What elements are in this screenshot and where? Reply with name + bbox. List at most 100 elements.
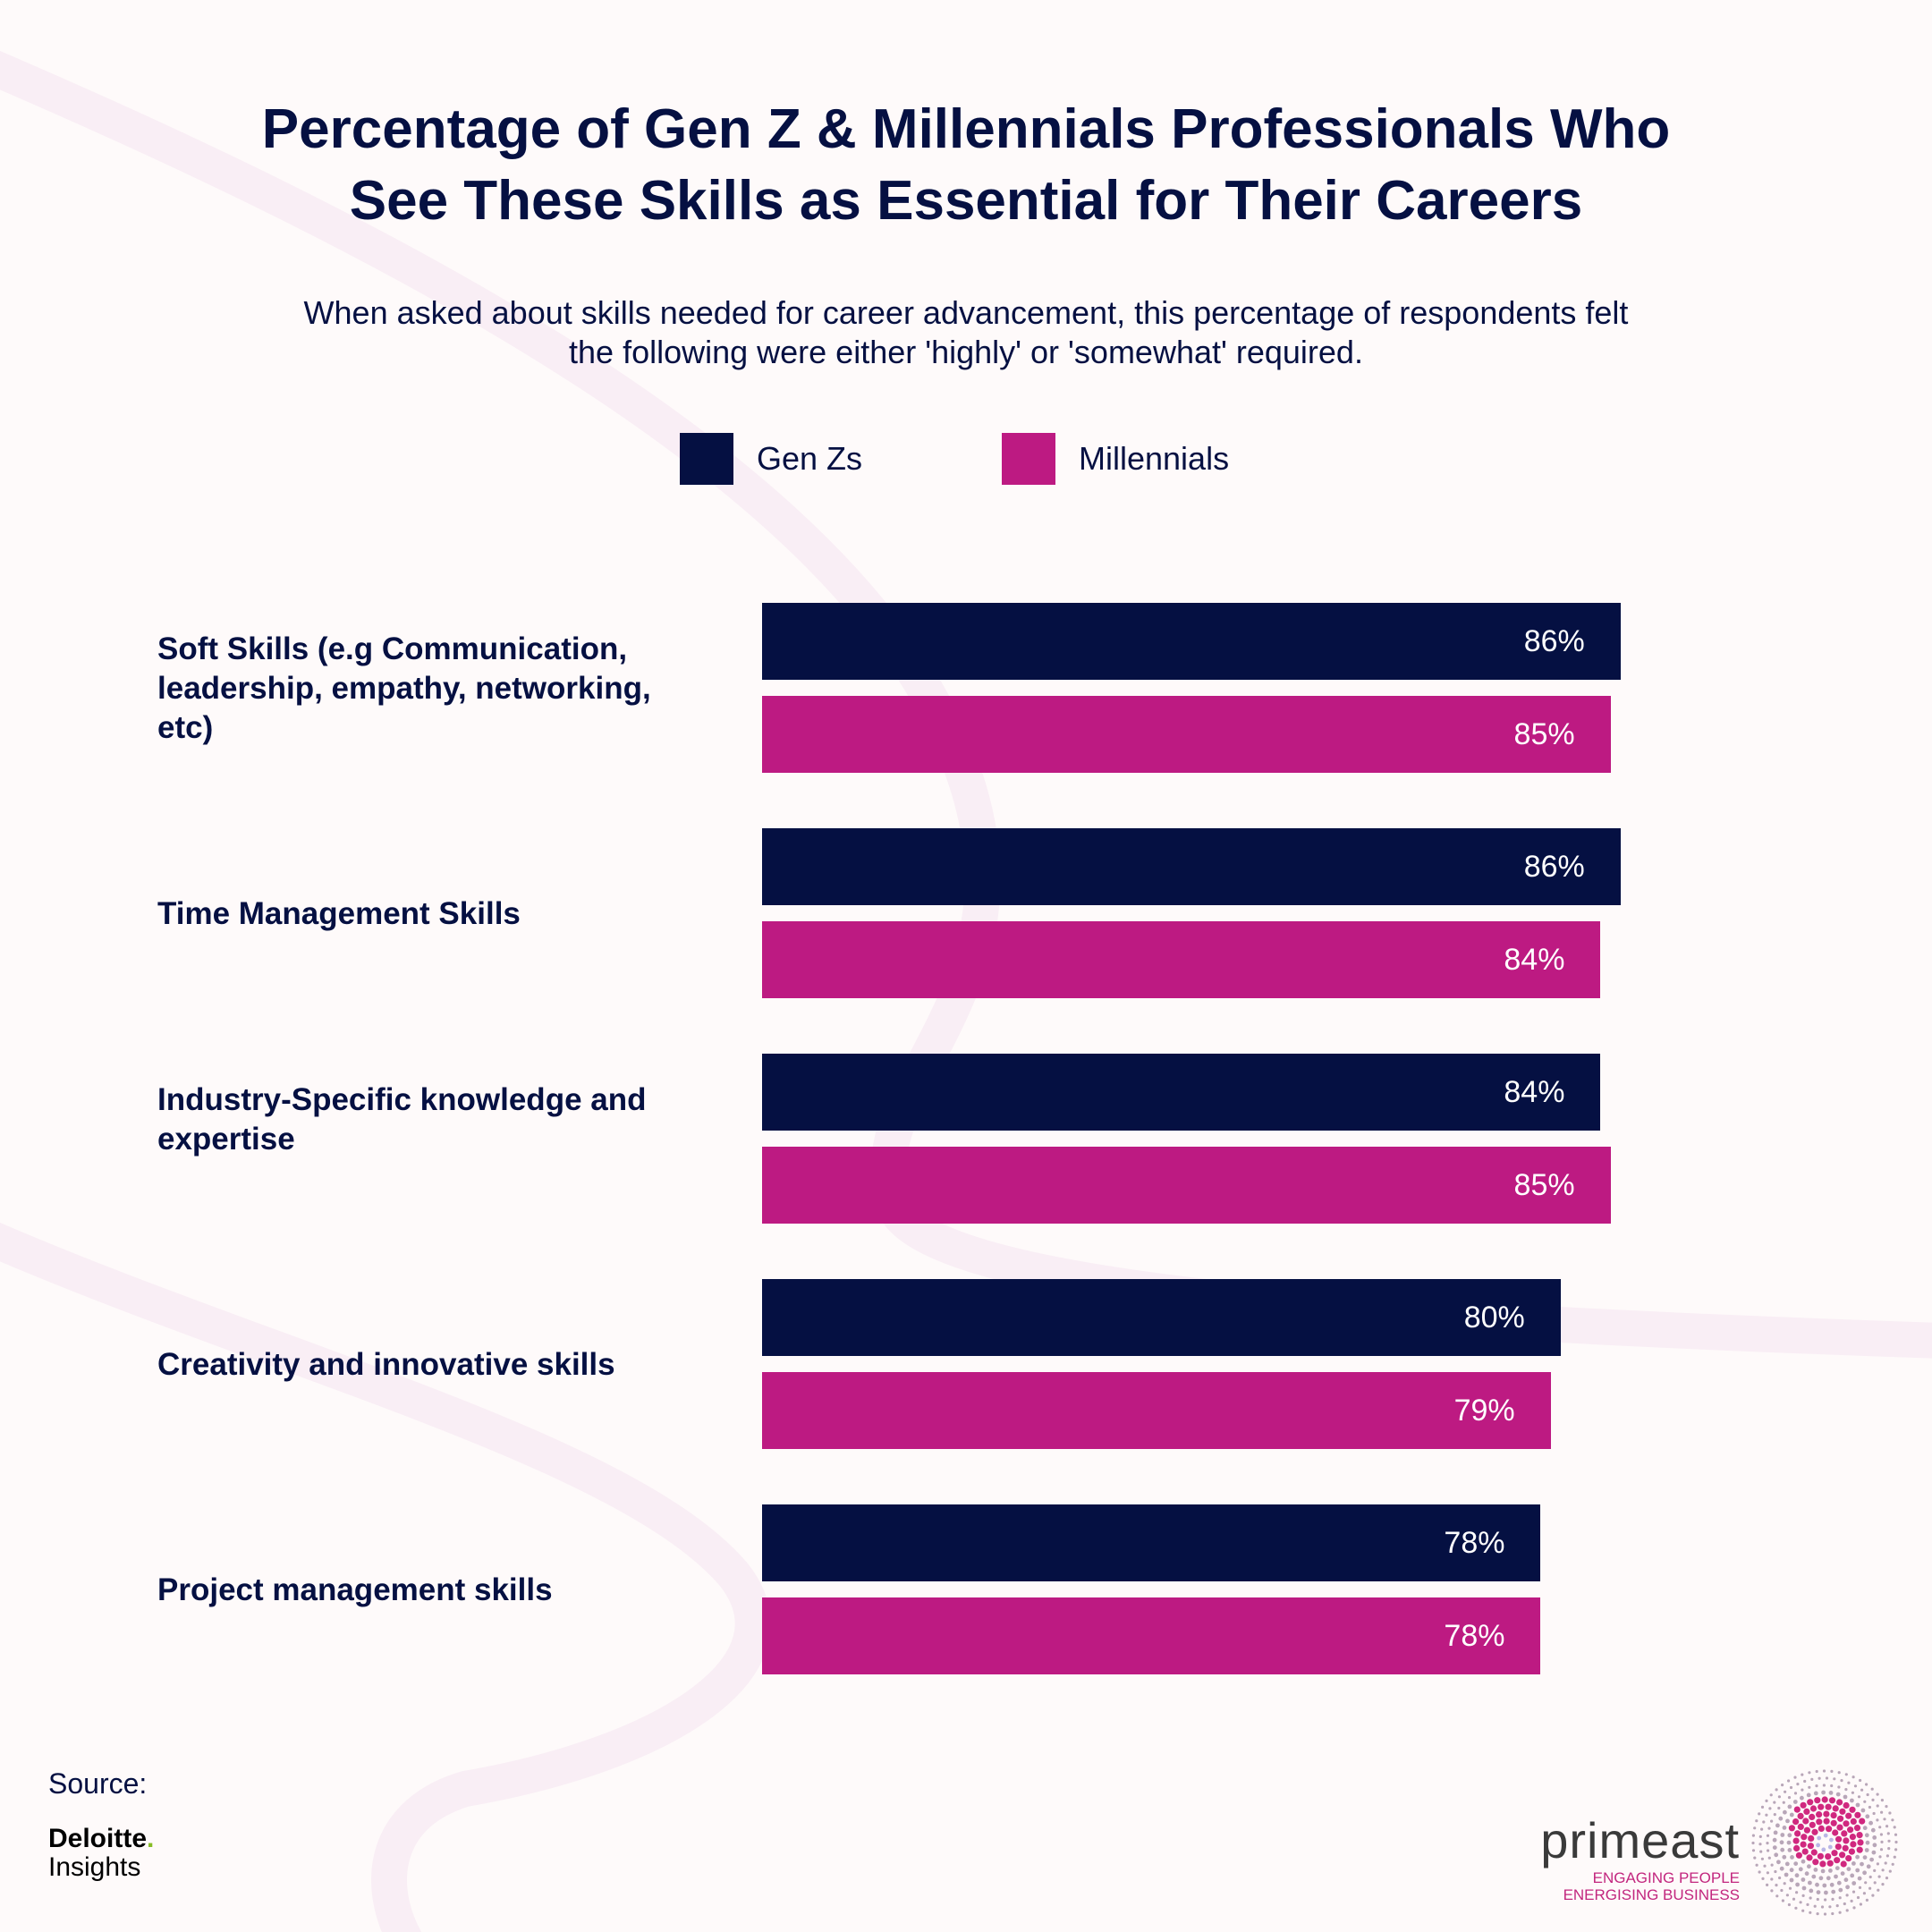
logo-dot xyxy=(1780,1833,1785,1837)
logo-dot xyxy=(1816,1811,1823,1818)
category-label: Soft Skills (e.g Communication, leadersh… xyxy=(157,631,651,745)
logo-dot xyxy=(1887,1839,1891,1843)
logo-dot xyxy=(1816,1843,1820,1848)
logo-dot xyxy=(1843,1801,1850,1809)
logo-dot xyxy=(1891,1818,1894,1822)
logo-dot xyxy=(1793,1844,1801,1852)
logo-dot xyxy=(1852,1881,1857,1885)
logo-dot xyxy=(1862,1892,1866,1895)
logo-dot xyxy=(1887,1847,1891,1851)
logo-dot xyxy=(1880,1840,1884,1843)
logo-dot xyxy=(1876,1818,1879,1822)
logo-dot xyxy=(1879,1833,1883,1836)
logo-dot xyxy=(1870,1787,1874,1791)
logo-dot xyxy=(1826,1860,1834,1867)
logo-dot xyxy=(1806,1792,1811,1798)
logo-dot xyxy=(1862,1870,1867,1876)
logo-dot xyxy=(1832,1829,1839,1836)
logo-dot xyxy=(1792,1800,1798,1804)
legend-item-millennials: Millennials xyxy=(1002,433,1229,485)
legend-label-millennials: Millennials xyxy=(1079,440,1230,477)
insights-text: Insights xyxy=(48,1852,141,1882)
bar-value-label: 80% xyxy=(1463,1301,1525,1335)
bar-millennials: 84% xyxy=(762,921,1601,998)
logo-dot xyxy=(1782,1854,1787,1860)
logo-dot xyxy=(1842,1844,1849,1852)
logo-dot xyxy=(1794,1906,1798,1910)
logo-dot xyxy=(1810,1849,1818,1856)
logo-dot xyxy=(1808,1785,1811,1789)
logo-dot xyxy=(1860,1788,1864,1792)
logo-dot xyxy=(1860,1808,1866,1813)
logo-dot xyxy=(1762,1820,1766,1824)
logo-dot xyxy=(1862,1855,1868,1860)
logo-dot xyxy=(1865,1840,1870,1845)
logo-dot xyxy=(1777,1806,1781,1810)
logo-dot xyxy=(1753,1826,1757,1830)
primeast-logo: primeast ENGAGING PEOPLE ENERGISING BUSI… xyxy=(1534,1816,1740,1904)
logo-dot xyxy=(1823,1818,1830,1825)
logo-dot xyxy=(1770,1819,1774,1823)
logo-dot xyxy=(1849,1806,1856,1813)
logo-dot xyxy=(1787,1902,1791,1907)
logo-dot xyxy=(1837,1771,1841,1775)
logo-dot xyxy=(1894,1840,1898,1844)
bar-gen-z: 78% xyxy=(762,1504,1541,1581)
logo-dot xyxy=(1873,1881,1877,1885)
logo-dot xyxy=(1801,1909,1805,1912)
bar-value-label: 84% xyxy=(1504,1075,1565,1109)
logo-dot xyxy=(1775,1894,1779,1898)
logo-dot xyxy=(1751,1849,1756,1852)
logo-dot xyxy=(1850,1841,1857,1848)
chart-subtitle-line: the following were either 'highly' or 's… xyxy=(569,334,1363,370)
logo-dot xyxy=(1834,1857,1841,1864)
logo-dot xyxy=(1768,1807,1772,1810)
logo-dot xyxy=(1849,1834,1856,1841)
logo-dot xyxy=(1778,1876,1782,1880)
logo-dot xyxy=(1855,1802,1860,1808)
logo-dot xyxy=(1794,1873,1800,1878)
logo-dot xyxy=(1770,1889,1774,1893)
chart-title: Percentage of Gen Z & Millennials Profes… xyxy=(0,94,1932,237)
logo-dot xyxy=(1857,1795,1861,1799)
logo-dot xyxy=(1816,1897,1819,1902)
logo-dot xyxy=(1819,1860,1826,1868)
logo-dot xyxy=(1831,1911,1835,1916)
logo-dot xyxy=(1871,1850,1877,1855)
logo-dot xyxy=(1807,1864,1811,1869)
logo-dot xyxy=(1760,1827,1764,1831)
chart-title-line: Percentage of Gen Z & Millennials Profes… xyxy=(261,98,1671,160)
logo-dot xyxy=(1776,1860,1781,1865)
logo-dot xyxy=(1871,1798,1875,1801)
logo-dot xyxy=(1822,1784,1826,1787)
bar-value-label: 78% xyxy=(1444,1619,1505,1653)
logo-dot xyxy=(1775,1884,1778,1887)
logo-dot xyxy=(1840,1860,1847,1868)
logo-dot xyxy=(1822,1883,1827,1888)
logo-dot xyxy=(1894,1833,1898,1836)
logo-dot xyxy=(1854,1811,1861,1818)
logo-dot xyxy=(1785,1818,1790,1824)
logo-dot xyxy=(1866,1864,1871,1869)
logo-dot xyxy=(1857,1839,1864,1846)
logo-dot xyxy=(1801,1894,1805,1897)
legend: Gen Zs Millennials xyxy=(0,433,1932,487)
logo-dot xyxy=(1801,1859,1806,1864)
bar-gen-z: 80% xyxy=(762,1279,1561,1356)
logo-dot xyxy=(1888,1869,1892,1873)
logo-dot xyxy=(1792,1837,1800,1844)
logo-dot xyxy=(1763,1864,1767,1868)
logo-dot xyxy=(1788,1886,1792,1890)
logo-dot xyxy=(1865,1898,1868,1902)
logo-dot xyxy=(1885,1825,1889,1828)
logo-dot xyxy=(1893,1855,1896,1859)
logo-dot xyxy=(1807,1799,1814,1806)
logo-dot xyxy=(1845,1885,1850,1890)
bar-millennials: 85% xyxy=(762,1147,1611,1224)
logo-dot xyxy=(1813,1791,1818,1796)
logo-dot xyxy=(1792,1818,1800,1826)
logo-dot xyxy=(1825,1853,1832,1860)
logo-dot xyxy=(1847,1826,1854,1834)
logo-dot xyxy=(1845,1909,1849,1912)
logo-dot xyxy=(1844,1773,1848,1776)
